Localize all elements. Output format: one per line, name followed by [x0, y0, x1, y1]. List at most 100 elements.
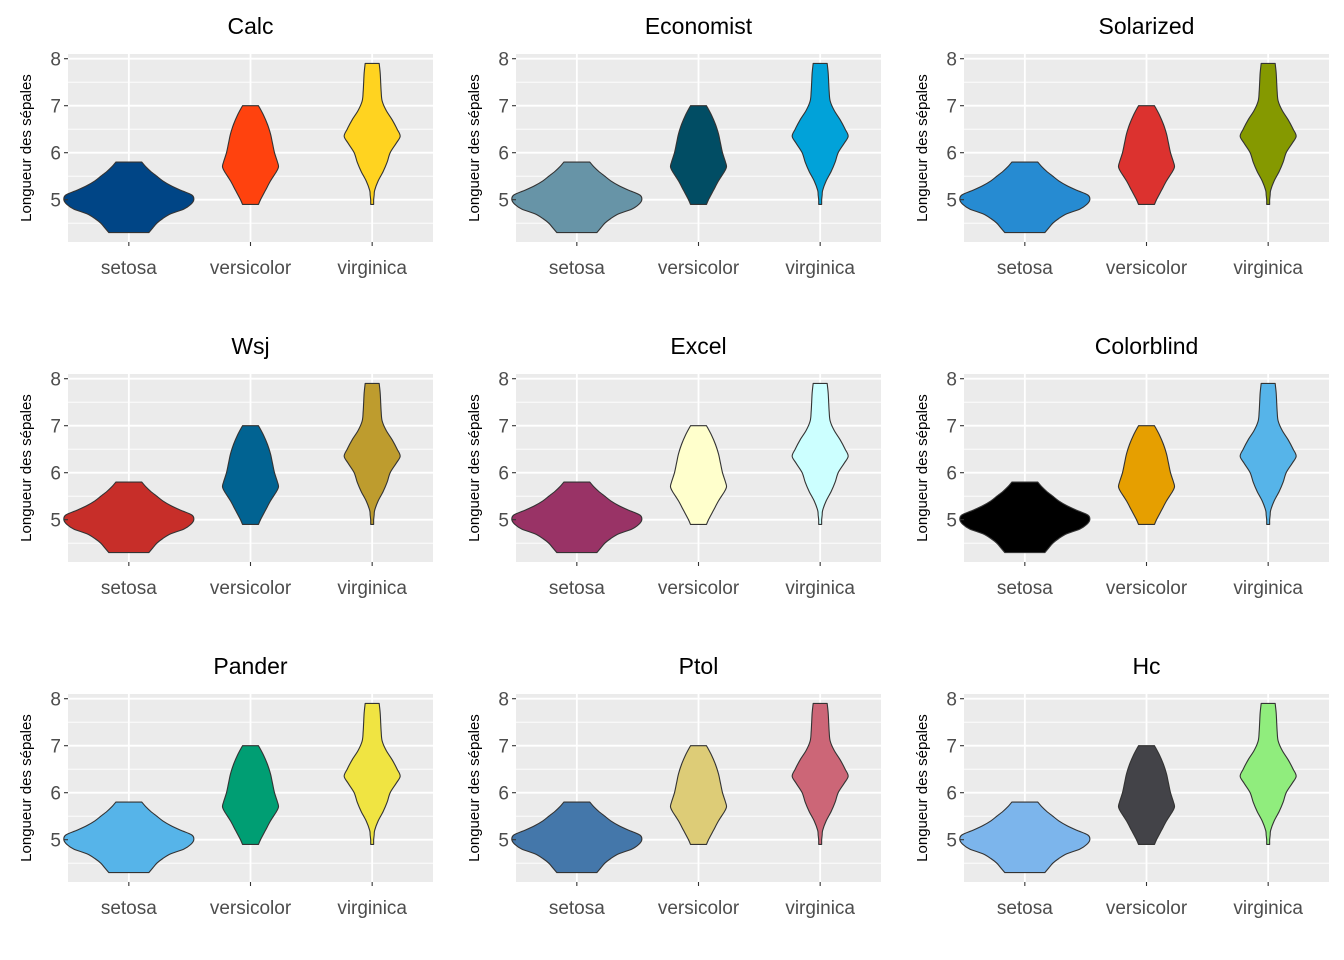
violin-versicolor — [669, 425, 728, 525]
violin-setosa — [959, 481, 1091, 554]
panel-title: Excel — [670, 333, 726, 359]
violin-chart: 5 6 7 8 setosa versicolor virginica Colorblind L… — [914, 333, 1329, 599]
violin-virginica — [343, 382, 401, 525]
y-tick-label: 7 — [498, 417, 509, 438]
x-tick-label: versicolor — [658, 898, 740, 919]
panel-title: Wsj — [231, 333, 269, 359]
panel-title: Economist — [645, 13, 753, 39]
x-tick-label: virginica — [785, 898, 855, 919]
y-tick-label: 7 — [946, 97, 957, 118]
violin-setosa — [63, 481, 195, 554]
y-tick-label: 8 — [498, 50, 509, 71]
x-tick-label: versicolor — [1106, 578, 1188, 599]
y-tick-label: 5 — [50, 511, 61, 532]
y-tick-label: 8 — [50, 50, 61, 71]
y-tick-label: 7 — [946, 737, 957, 758]
violin-versicolor — [669, 745, 728, 845]
y-tick-label: 7 — [498, 737, 509, 758]
violin-virginica — [791, 382, 849, 525]
violin-chart: 5 6 7 8 setosa versicolor virginica Wsj Longueur… — [18, 333, 433, 599]
violin-versicolor — [221, 425, 280, 525]
violin-versicolor — [221, 745, 280, 845]
x-tick-label: setosa — [549, 578, 605, 599]
y-tick-label: 6 — [498, 144, 509, 165]
x-tick-label: setosa — [101, 258, 157, 279]
panel-title: Pander — [213, 653, 288, 679]
x-tick-label: virginica — [337, 898, 407, 919]
violin-setosa — [511, 161, 643, 234]
x-tick-label: virginica — [785, 578, 855, 599]
panel-title: Hc — [1132, 653, 1160, 679]
y-tick-label: 6 — [50, 784, 61, 805]
x-tick-label: virginica — [785, 258, 855, 279]
violin-panel-pander: 5 6 7 8 setosa versicolor virginica Pander Longu… — [0, 640, 448, 960]
violin-virginica — [1239, 62, 1297, 205]
x-tick-label: setosa — [101, 578, 157, 599]
y-tick-label: 6 — [498, 784, 509, 805]
y-axis-label: Longueur des sépales — [18, 714, 35, 862]
y-tick-label: 8 — [946, 690, 957, 711]
x-tick-label: virginica — [1233, 578, 1303, 599]
violin-setosa — [511, 481, 643, 554]
violin-setosa — [511, 801, 643, 874]
violin-virginica — [1239, 382, 1297, 525]
y-tick-label: 8 — [946, 370, 957, 391]
violin-panel-calc: 5 6 7 8 setosa versicolor virginica Calc Longueu… — [0, 0, 448, 320]
y-tick-label: 6 — [50, 144, 61, 165]
x-tick-label: setosa — [997, 578, 1053, 599]
y-axis-label: Longueur des sépales — [914, 394, 931, 542]
x-tick-label: setosa — [549, 898, 605, 919]
violin-setosa — [959, 161, 1091, 234]
x-tick-label: virginica — [337, 258, 407, 279]
x-tick-label: versicolor — [658, 578, 740, 599]
x-tick-label: setosa — [997, 258, 1053, 279]
y-tick-label: 5 — [946, 511, 957, 532]
panel-title: Solarized — [1099, 13, 1195, 39]
violin-setosa — [63, 161, 195, 234]
panel-title: Calc — [227, 13, 273, 39]
y-tick-label: 7 — [498, 97, 509, 118]
y-tick-label: 8 — [498, 370, 509, 391]
violin-virginica — [1239, 702, 1297, 845]
y-tick-label: 5 — [50, 831, 61, 852]
y-tick-label: 5 — [498, 831, 509, 852]
panel-title: Colorblind — [1095, 333, 1199, 359]
violin-versicolor — [1117, 105, 1176, 205]
violin-panel-hc: 5 6 7 8 setosa versicolor virginica Hc Longueur … — [896, 640, 1344, 960]
violin-chart: 5 6 7 8 setosa versicolor virginica Pander Longu… — [18, 653, 433, 919]
y-tick-label: 6 — [50, 464, 61, 485]
y-tick-label: 8 — [50, 370, 61, 391]
violin-panel-solarized: 5 6 7 8 setosa versicolor virginica Solarized Lo… — [896, 0, 1344, 320]
x-tick-label: versicolor — [210, 898, 292, 919]
violin-chart: 5 6 7 8 setosa versicolor virginica Economist Lo… — [466, 13, 881, 279]
y-tick-label: 8 — [946, 50, 957, 71]
y-tick-label: 7 — [50, 737, 61, 758]
x-tick-label: virginica — [1233, 258, 1303, 279]
x-tick-label: versicolor — [1106, 898, 1188, 919]
y-axis-label: Longueur des sépales — [466, 394, 483, 542]
x-tick-label: virginica — [337, 578, 407, 599]
violin-virginica — [343, 702, 401, 845]
x-tick-label: setosa — [101, 898, 157, 919]
violin-virginica — [791, 702, 849, 845]
violin-panel-ptol: 5 6 7 8 setosa versicolor virginica Ptol Longueu… — [448, 640, 896, 960]
violin-chart: 5 6 7 8 setosa versicolor virginica Ptol Longueu… — [466, 653, 881, 919]
x-tick-label: virginica — [1233, 898, 1303, 919]
x-tick-label: versicolor — [210, 258, 292, 279]
violin-virginica — [343, 62, 401, 205]
violin-versicolor — [221, 105, 280, 205]
y-tick-label: 8 — [50, 690, 61, 711]
y-axis-label: Longueur des sépales — [18, 394, 35, 542]
y-tick-label: 7 — [50, 97, 61, 118]
violin-chart: 5 6 7 8 setosa versicolor virginica Calc Longueu… — [18, 13, 433, 279]
violin-chart: 5 6 7 8 setosa versicolor virginica Hc Longueur … — [914, 653, 1329, 919]
violin-panel-colorblind: 5 6 7 8 setosa versicolor virginica Colorblind L… — [896, 320, 1344, 640]
y-tick-label: 8 — [498, 690, 509, 711]
y-tick-label: 7 — [50, 417, 61, 438]
violin-setosa — [63, 801, 195, 874]
panel-title: Ptol — [679, 653, 719, 679]
y-tick-label: 5 — [946, 191, 957, 212]
y-axis-label: Longueur des sépales — [914, 714, 931, 862]
x-tick-label: versicolor — [210, 578, 292, 599]
